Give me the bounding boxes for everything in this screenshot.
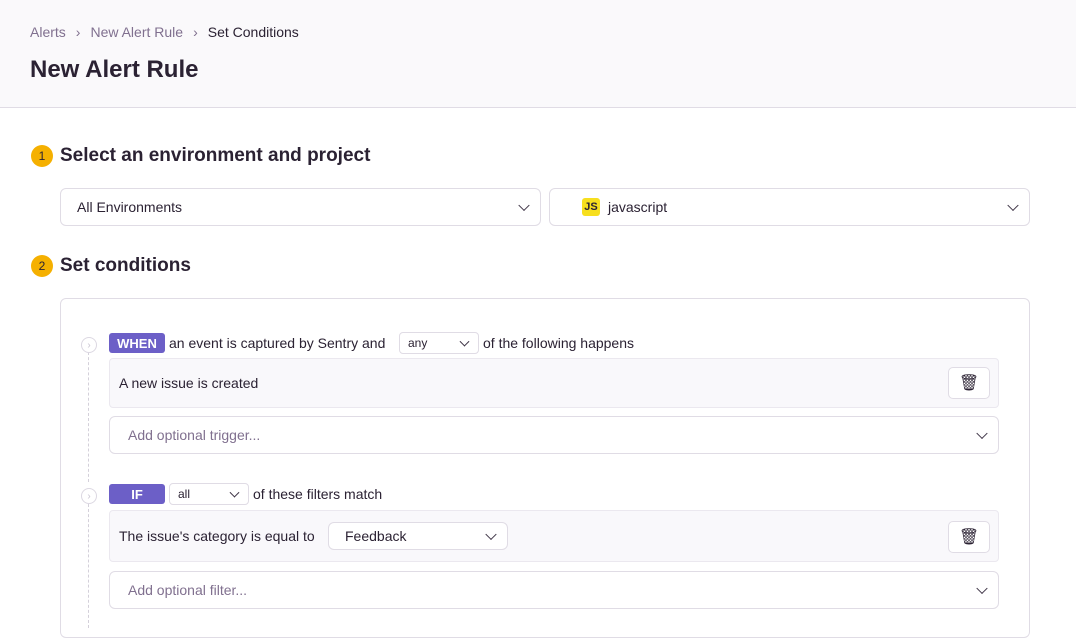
if-match-value: all xyxy=(178,487,191,501)
section-title: Select an environment and project xyxy=(60,145,371,166)
filter-label: The issue's category is equal to xyxy=(119,528,315,544)
chevron-right-icon: › xyxy=(75,24,81,40)
if-badge: IF xyxy=(109,484,165,504)
when-match-select[interactable]: any xyxy=(399,332,479,354)
breadcrumb-new-alert-rule[interactable]: New Alert Rule xyxy=(90,24,184,40)
trash-icon: 🗑 xyxy=(958,375,980,392)
environment-select[interactable]: All Environments xyxy=(60,188,541,226)
chevron-circle-icon: › xyxy=(81,337,97,353)
when-text-after: of the following happens xyxy=(483,335,634,351)
chevron-down-icon xyxy=(459,336,470,347)
trash-icon: 🗑 xyxy=(958,529,980,546)
chevron-circle-icon: › xyxy=(81,488,97,504)
section-title: Set conditions xyxy=(60,255,191,276)
chevron-right-icon: › xyxy=(193,24,198,40)
add-filter-select[interactable]: Add optional filter... xyxy=(109,571,999,609)
chevron-down-icon xyxy=(976,427,988,440)
connector-line xyxy=(88,352,89,482)
breadcrumb-set-conditions: Set Conditions xyxy=(207,24,299,40)
if-text-after: of these filters match xyxy=(253,486,383,502)
when-text: an event is captured by Sentry and xyxy=(169,335,386,351)
project-select[interactable]: JS javascript xyxy=(549,188,1030,226)
step-number: 1 xyxy=(31,145,53,167)
chevron-down-icon xyxy=(485,528,497,541)
filter-row: The issue's category is equal to Feedbac… xyxy=(109,510,999,562)
delete-filter-button[interactable]: 🗑 xyxy=(948,521,990,553)
breadcrumb-alerts[interactable]: Alerts xyxy=(30,24,66,40)
delete-trigger-button[interactable]: 🗑 xyxy=(948,367,990,399)
javascript-icon: JS xyxy=(582,198,600,216)
page-title: New Alert Rule xyxy=(30,56,199,83)
when-badge: WHEN xyxy=(109,333,165,353)
add-trigger-placeholder: Add optional trigger... xyxy=(128,427,261,443)
trigger-label: A new issue is created xyxy=(119,375,259,391)
page-header xyxy=(0,0,1076,108)
add-filter-placeholder: Add optional filter... xyxy=(128,582,248,598)
chevron-down-icon xyxy=(229,487,240,498)
if-match-select[interactable]: all xyxy=(169,483,249,505)
environment-value: All Environments xyxy=(77,199,183,215)
project-value: javascript xyxy=(608,199,668,215)
chevron-down-icon xyxy=(976,582,988,595)
trigger-row: A new issue is created 🗑 xyxy=(109,358,999,408)
chevron-down-icon xyxy=(518,199,530,212)
connector-line xyxy=(88,504,89,628)
add-trigger-select[interactable]: Add optional trigger... xyxy=(109,416,999,454)
category-value: Feedback xyxy=(345,528,407,544)
breadcrumb: Alerts › New Alert Rule › Set Conditions xyxy=(30,24,299,40)
category-select[interactable]: Feedback xyxy=(328,522,508,550)
chevron-down-icon xyxy=(1007,199,1019,212)
when-match-value: any xyxy=(408,336,428,350)
step-number: 2 xyxy=(31,255,53,277)
